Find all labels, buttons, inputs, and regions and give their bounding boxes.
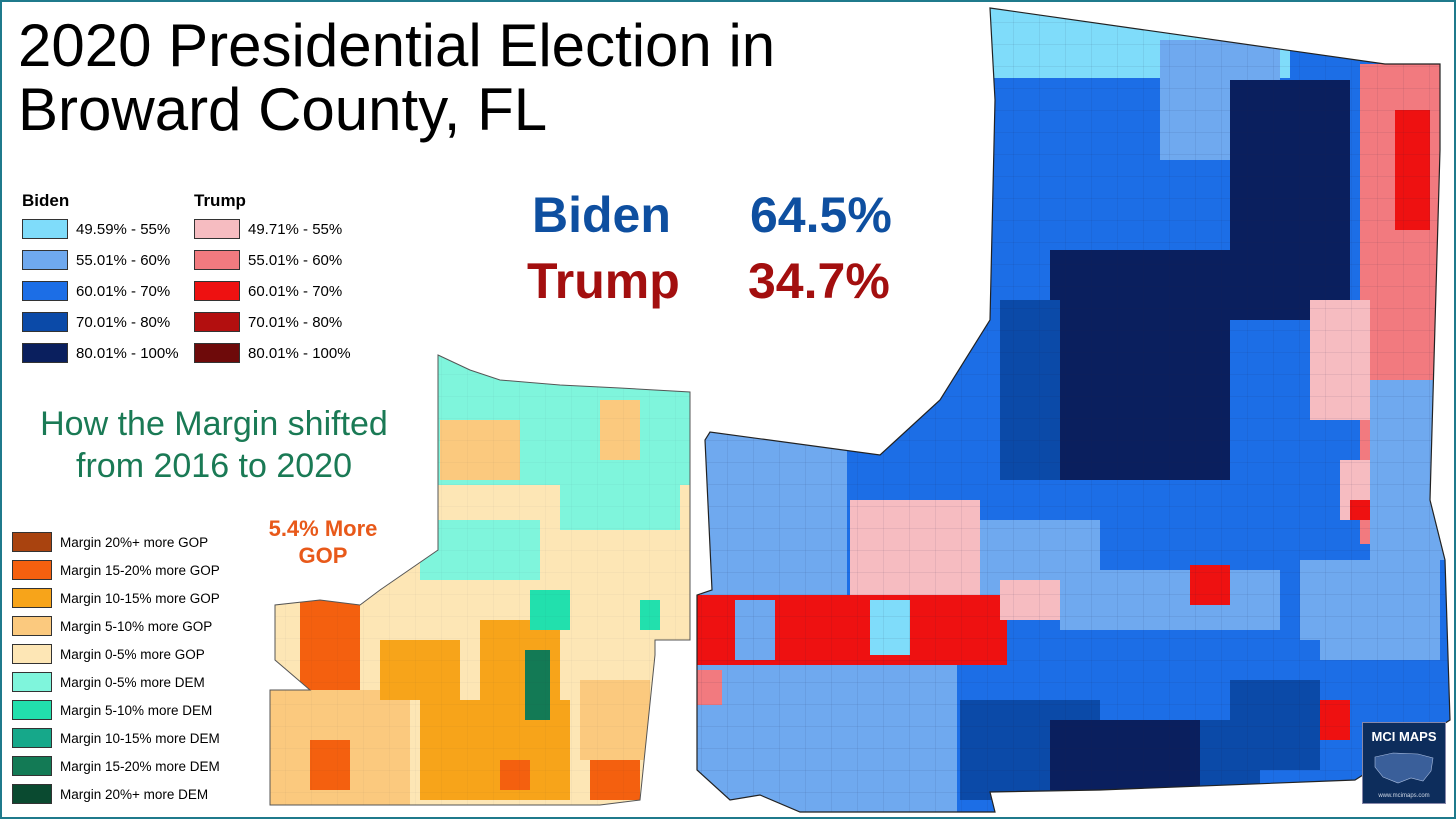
trump-legend-header: Trump xyxy=(194,191,246,210)
gop-shift-note: 5.4% More GOP xyxy=(258,515,388,569)
shift-title-line-1: How the Margin shifted xyxy=(40,405,388,443)
trump-legend-swatch xyxy=(194,281,240,301)
trump-result-pct: 34.7% xyxy=(748,253,890,309)
shift-legend-item: Margin 0-5% more GOP xyxy=(12,644,205,664)
biden-legend-item: 70.01% - 80% xyxy=(22,312,170,332)
shift-title: How the Margin shifted from 2016 to 2020 xyxy=(14,403,414,487)
shift-legend-item: Margin 5-10% more GOP xyxy=(12,616,212,636)
biden-legend-label: 49.59% - 55% xyxy=(76,220,171,238)
trump-legend-item: 49.71% - 55% xyxy=(194,219,342,239)
trump-legend-item: 60.01% - 70% xyxy=(194,281,342,301)
shift-legend-label: Margin 10-15% more GOP xyxy=(60,590,220,606)
title-line-1: 2020 Presidential Election in xyxy=(18,12,776,79)
trump-legend-label: 55.01% - 60% xyxy=(248,251,343,269)
biden-legend-label: 60.01% - 70% xyxy=(76,282,171,300)
biden-legend-swatch xyxy=(22,312,68,332)
mci-maps-logo: MCI MAPS www.mcimaps.com xyxy=(1362,722,1446,804)
biden-result-name: Biden xyxy=(532,187,671,243)
shift-legend-swatch xyxy=(12,644,52,664)
biden-legend-label: 55.01% - 60% xyxy=(76,251,171,269)
shift-legend-label: Margin 10-15% more DEM xyxy=(60,730,220,746)
shift-legend-label: Margin 5-10% more DEM xyxy=(60,702,213,718)
shift-legend-label: Margin 15-20% more DEM xyxy=(60,758,220,774)
trump-legend-item: 80.01% - 100% xyxy=(194,343,351,363)
logo-title: MCI MAPS xyxy=(1371,729,1437,744)
usa-map-icon xyxy=(1374,752,1434,784)
trump-result-name: Trump xyxy=(527,253,680,309)
trump-legend-label: 80.01% - 100% xyxy=(248,344,351,362)
shift-legend-label: Margin 0-5% more GOP xyxy=(60,646,205,662)
shift-legend-swatch xyxy=(12,616,52,636)
shift-legend-swatch xyxy=(12,700,52,720)
shift-legend-item: Margin 15-20% more GOP xyxy=(12,560,220,580)
shift-legend-item: Margin 5-10% more DEM xyxy=(12,700,212,720)
shift-legend-item: Margin 0-5% more DEM xyxy=(12,672,205,692)
title-line-2: Broward County, FL xyxy=(18,76,548,143)
gop-shift-note-line-1: 5.4% More xyxy=(268,516,378,541)
biden-legend-label: 70.01% - 80% xyxy=(76,313,171,331)
shift-legend-swatch xyxy=(12,756,52,776)
biden-legend-item: 60.01% - 70% xyxy=(22,281,170,301)
trump-legend-swatch xyxy=(194,250,240,270)
shift-legend-swatch xyxy=(12,784,52,804)
shift-legend-swatch xyxy=(12,672,52,692)
trump-legend-label: 60.01% - 70% xyxy=(248,282,343,300)
biden-legend-item: 49.59% - 55% xyxy=(22,219,170,239)
shift-legend-item: Margin 20%+ more DEM xyxy=(12,784,208,804)
trump-legend-swatch xyxy=(194,343,240,363)
trump-legend-item: 55.01% - 60% xyxy=(194,250,342,270)
biden-legend-item: 55.01% - 60% xyxy=(22,250,170,270)
trump-legend-swatch xyxy=(194,312,240,332)
biden-legend-swatch xyxy=(22,250,68,270)
biden-legend-header: Biden xyxy=(22,191,70,210)
election-map-outline xyxy=(696,7,1451,813)
shift-legend-swatch xyxy=(12,588,52,608)
biden-legend-label: 80.01% - 100% xyxy=(76,344,179,362)
shift-legend-item: Margin 15-20% more DEM xyxy=(12,756,220,776)
shift-map xyxy=(270,355,690,805)
shift-legend-item: Margin 10-15% more DEM xyxy=(12,728,220,748)
shift-legend-item: Margin 10-15% more GOP xyxy=(12,588,220,608)
page-title: 2020 Presidential Election in Broward Co… xyxy=(18,14,775,142)
election-map xyxy=(697,8,1450,812)
shift-legend-label: Margin 20%+ more DEM xyxy=(60,786,209,802)
shift-legend-label: Margin 5-10% more GOP xyxy=(60,618,213,634)
shift-legend-swatch xyxy=(12,728,52,748)
trump-legend-swatch xyxy=(194,219,240,239)
shift-map-outline xyxy=(269,354,691,806)
shift-legend-label: Margin 0-5% more DEM xyxy=(60,674,205,690)
biden-legend-swatch xyxy=(22,219,68,239)
biden-legend-item: 80.01% - 100% xyxy=(22,343,179,363)
shift-legend-item: Margin 20%+ more GOP xyxy=(12,532,208,552)
trump-legend-label: 70.01% - 80% xyxy=(248,313,343,331)
biden-legend-swatch xyxy=(22,343,68,363)
shift-title-line-2: from 2016 to 2020 xyxy=(76,447,352,485)
shift-legend-swatch xyxy=(12,560,52,580)
shift-legend-swatch xyxy=(12,532,52,552)
biden-legend-swatch xyxy=(22,281,68,301)
shift-legend-label: Margin 20%+ more GOP xyxy=(60,534,209,550)
biden-result-pct: 64.5% xyxy=(750,187,892,243)
gop-shift-note-line-2: GOP xyxy=(298,543,348,568)
trump-legend-item: 70.01% - 80% xyxy=(194,312,342,332)
shift-legend-label: Margin 15-20% more GOP xyxy=(60,562,220,578)
trump-legend-label: 49.71% - 55% xyxy=(248,220,343,238)
logo-url: www.mcimaps.com xyxy=(1378,793,1430,799)
